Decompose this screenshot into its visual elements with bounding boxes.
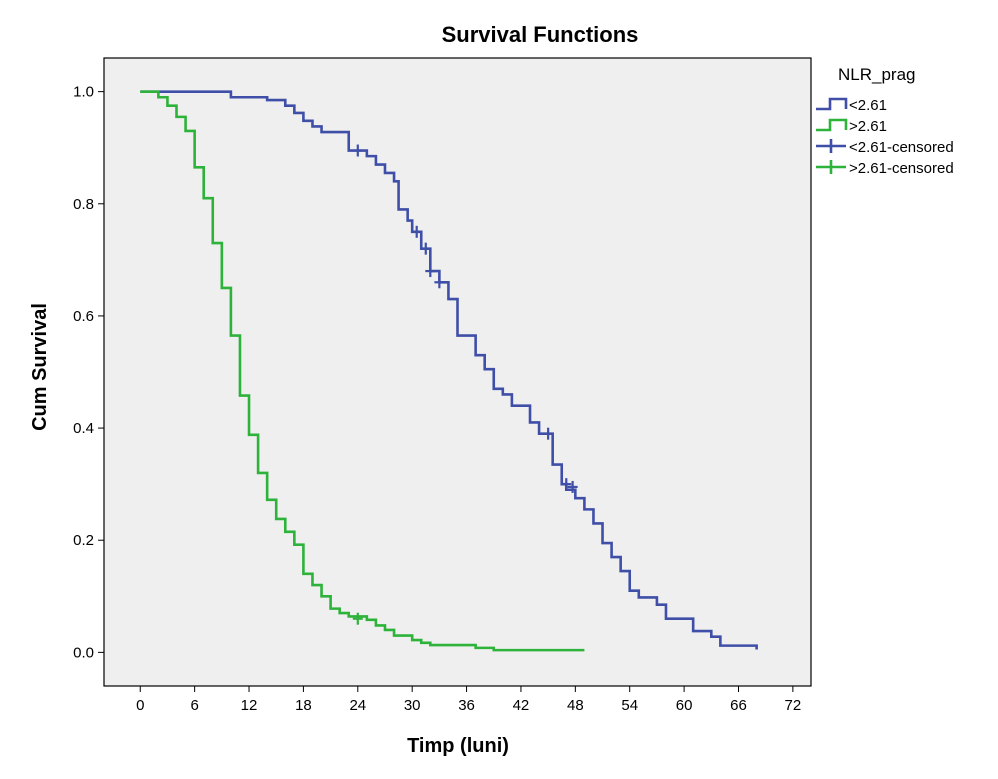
censor-mark-series-1	[561, 478, 572, 491]
legend-label: >2.61-censored	[849, 160, 954, 177]
legend-swatch-step	[816, 118, 848, 132]
censor-mark-series-1	[420, 242, 431, 255]
x-axis: 0 6 12 18 24 30 36 42 48 54 60 66 72	[136, 686, 801, 714]
x-tick-label: 42	[513, 697, 530, 714]
y-tick-label: 0.6	[73, 308, 94, 325]
legend: NLR_prag <2.61 >2.61 <2.61-censored >2.61-c…	[816, 65, 954, 177]
x-tick-label: 18	[295, 697, 312, 714]
y-tick-label: 1.0	[73, 84, 94, 101]
survival-line-series-1	[140, 90, 758, 650]
legend-item: <2.61	[816, 97, 887, 114]
legend-item: <2.61-censored	[816, 139, 954, 156]
legend-swatch-step	[816, 97, 848, 111]
x-tick-label: 36	[458, 697, 475, 714]
x-tick-label: 30	[404, 697, 421, 714]
legend-label: >2.61	[849, 118, 887, 135]
plot-area	[103, 57, 812, 687]
y-tick-label: 0.4	[73, 420, 94, 437]
x-tick-label: 72	[785, 697, 802, 714]
y-tick-label: 0.2	[73, 532, 94, 549]
legend-title: NLR_prag	[838, 65, 916, 84]
survival-line-series-2	[140, 90, 585, 652]
chart-title: Survival Functions	[442, 22, 639, 47]
legend-item: >2.61-censored	[816, 160, 954, 177]
y-axis: 0.0 0.2 0.4 0.6 0.8 1.0	[73, 84, 104, 661]
x-tick-label: 6	[190, 697, 198, 714]
x-tick-label: 24	[349, 697, 366, 714]
y-axis-label: Cum Survival	[29, 303, 51, 431]
censor-mark-series-2	[352, 612, 363, 625]
y-tick-label: 0.8	[73, 196, 94, 213]
x-tick-label: 60	[676, 697, 693, 714]
x-tick-label: 66	[730, 697, 747, 714]
x-tick-label: 54	[621, 697, 638, 714]
x-tick-label: 12	[241, 697, 258, 714]
series-layer	[140, 90, 758, 652]
x-tick-label: 0	[136, 697, 144, 714]
legend-item: >2.61	[816, 118, 887, 135]
censor-mark-series-1	[543, 427, 554, 440]
censor-mark-series-1	[434, 276, 445, 289]
legend-label: <2.61-censored	[849, 139, 954, 156]
legend-items: <2.61 >2.61 <2.61-censored >2.61-censored	[816, 97, 954, 177]
censor-mark-series-1	[411, 225, 422, 238]
censor-mark-series-1	[567, 480, 578, 493]
x-axis-label: Timp (luni)	[407, 735, 509, 757]
y-tick-label: 0.0	[73, 644, 94, 661]
censor-mark-series-1	[425, 265, 436, 278]
x-tick-label: 48	[567, 697, 584, 714]
censor-mark-series-1	[352, 144, 363, 157]
legend-label: <2.61	[849, 97, 887, 114]
